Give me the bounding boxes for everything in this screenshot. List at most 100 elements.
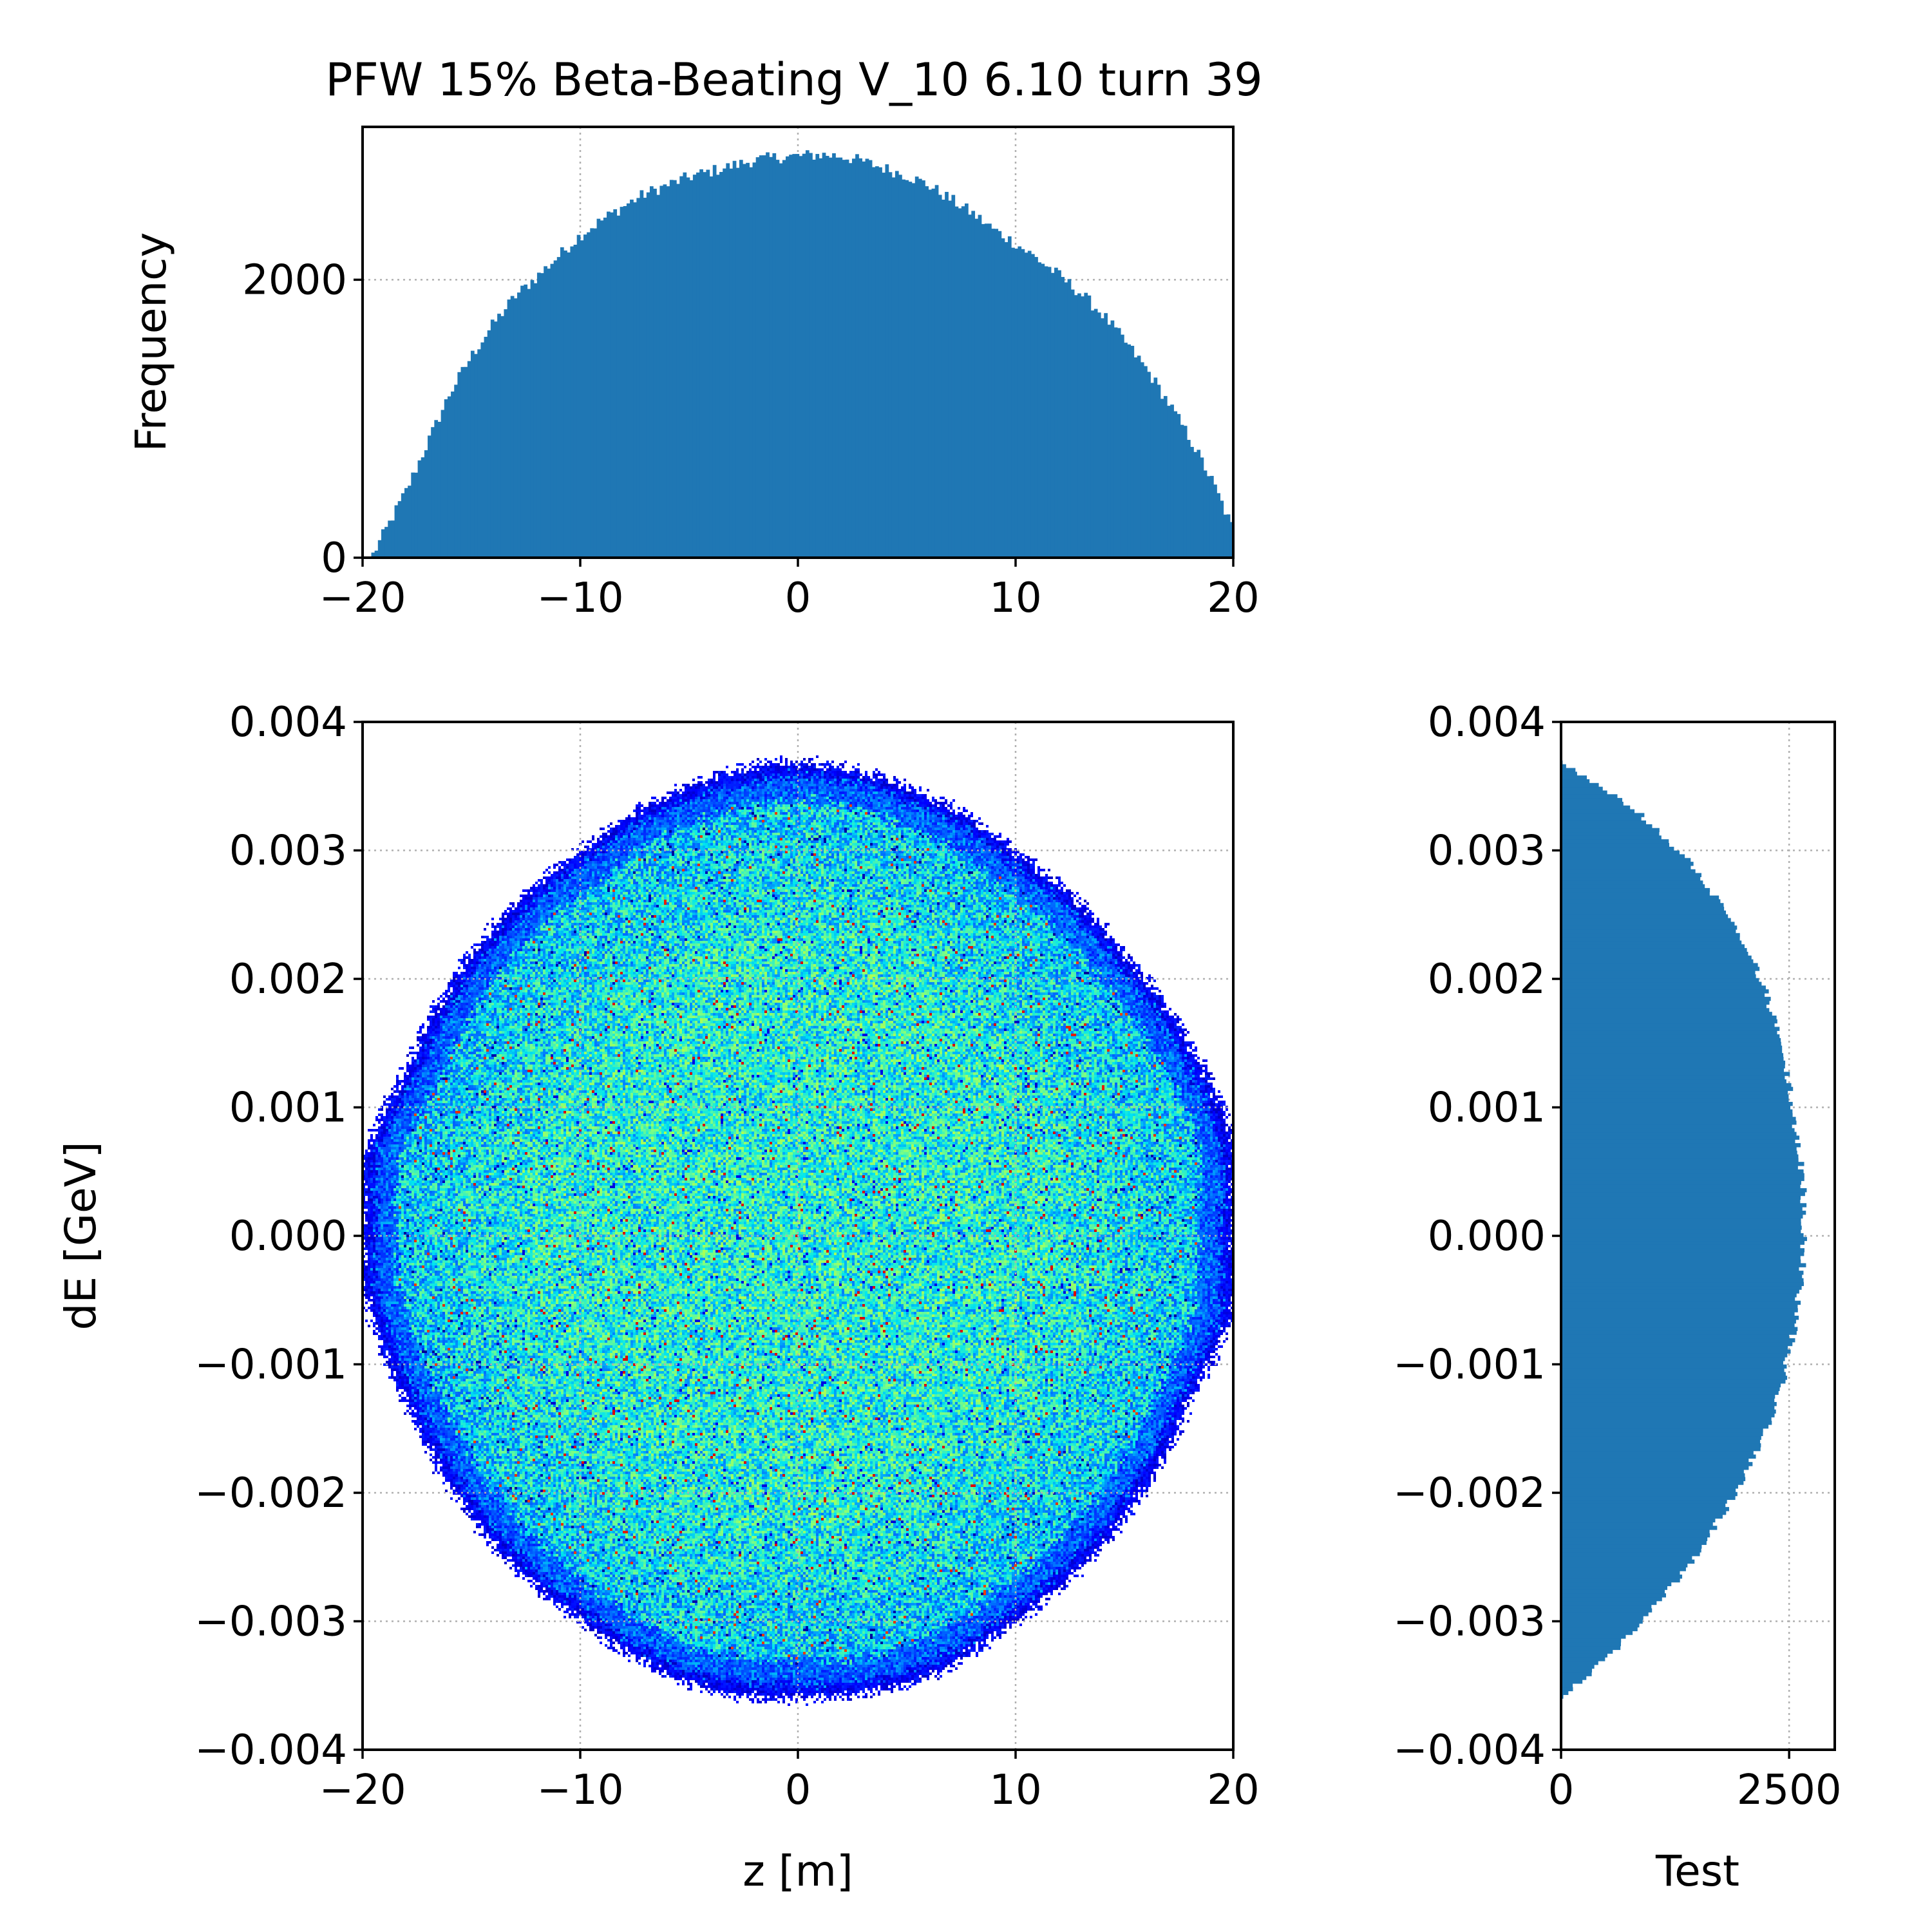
top-histogram-bar (404, 488, 408, 558)
right-histogram-bar (1561, 1334, 1790, 1339)
top-histogram-bar (639, 190, 644, 558)
top-histogram-bar (493, 321, 498, 558)
top-x-tick-label-1: −10 (536, 574, 623, 622)
top-histogram-bar (958, 208, 962, 558)
top-histogram-bar (593, 228, 598, 558)
top-histogram-bar (805, 150, 810, 558)
right-histogram-bar (1561, 1101, 1793, 1106)
right-histogram-bar (1561, 843, 1669, 848)
top-histogram-bar (517, 292, 521, 558)
right-histogram-bar (1561, 1000, 1770, 1005)
right-histogram-bar (1561, 1244, 1801, 1249)
right-histogram-bar (1561, 1057, 1784, 1061)
right-histogram-bar (1561, 1469, 1744, 1474)
top-histogram-bar (1193, 451, 1197, 558)
right-histogram-bar (1561, 959, 1754, 964)
right-histogram-bar (1561, 1596, 1662, 1602)
top-histogram-bar (613, 209, 618, 558)
right-histogram-bar (1561, 895, 1719, 900)
right-histogram-bar (1561, 1484, 1738, 1489)
right-histogram-bar (1561, 974, 1756, 979)
right-histogram-bar (1561, 1586, 1668, 1590)
top-histogram-bar (536, 272, 541, 558)
right-histogram-bar (1561, 1492, 1738, 1497)
right-histogram-bar (1561, 1383, 1781, 1388)
right-histogram-bar (1561, 1034, 1780, 1039)
top-histogram-bar (1137, 355, 1141, 558)
right-histogram-bar (1561, 813, 1645, 817)
top-histogram-bar (414, 472, 419, 558)
top-histogram-bar (746, 162, 750, 558)
right-histogram-bar (1561, 922, 1735, 926)
right-histogram-bar (1561, 1327, 1798, 1331)
right-histogram-bar (1561, 1680, 1583, 1684)
right-histogram-bar (1561, 1345, 1788, 1350)
main-y-tick-label-0: −0.004 (194, 1727, 347, 1774)
top-histogram-bar (1160, 399, 1164, 558)
top-histogram-bar (474, 354, 478, 558)
right-histogram-bar (1561, 1128, 1795, 1133)
top-histogram-bar (1144, 366, 1148, 558)
right-histogram-bar (1561, 1544, 1702, 1549)
top-histogram-bar (1130, 345, 1135, 558)
right-histogram-bar (1561, 1619, 1643, 1624)
right-histogram-bar (1561, 1443, 1761, 1448)
top-histogram-bar (945, 191, 949, 558)
top-histogram-bar (553, 260, 558, 558)
top-histogram-bar (1127, 344, 1132, 558)
top-histogram-bar (1117, 328, 1121, 558)
top-histogram-bar (703, 172, 707, 558)
top-histogram-bar (633, 202, 637, 558)
top-histogram-bar (743, 164, 746, 558)
top-histogram-bar (759, 155, 763, 558)
top-histogram-bar (527, 289, 531, 558)
top-histogram-bar (1011, 247, 1015, 558)
top-histogram-bar (1050, 272, 1055, 558)
main-y-tick-label-6: 0.002 (229, 956, 347, 1003)
top-histogram-bar (583, 234, 587, 558)
top-histogram-bar (659, 185, 664, 558)
right-histogram-bar (1561, 951, 1748, 956)
right-histogram-bar (1561, 1098, 1789, 1103)
right-histogram-bar (1561, 1015, 1777, 1020)
top-histogram-bar (974, 218, 979, 558)
top-histogram-bar (782, 160, 786, 558)
right-histogram-bar (1561, 1132, 1797, 1136)
top-histogram-bar (981, 223, 985, 558)
right-histogram-bar (1561, 858, 1691, 862)
right-histogram-bar (1561, 948, 1747, 952)
right-histogram-bar (1561, 1645, 1621, 1651)
right-histogram-bar (1561, 1019, 1777, 1024)
top-histogram-bar (1007, 236, 1012, 558)
top-histogram-bar (1140, 362, 1144, 558)
top-histogram-bar (898, 175, 902, 558)
top-histogram-bar (925, 186, 929, 558)
right-histogram-bar (1561, 876, 1701, 881)
top-histogram-bar (484, 336, 488, 558)
right-histogram-bar (1561, 1154, 1799, 1159)
top-histogram-bar (809, 153, 813, 558)
chart-title: PFW 15% Beta-Beating V_10 6.10 turn 39 (325, 53, 1262, 106)
right-histogram-bar (1561, 918, 1731, 922)
right-histogram-bar (1561, 1072, 1790, 1076)
right-histogram-bar (1561, 1158, 1799, 1162)
top-histogram-bar (580, 240, 584, 558)
right-histogram-bar (1561, 1458, 1749, 1463)
top-histogram-bar (1217, 493, 1221, 558)
top-histogram-bar (1206, 476, 1211, 558)
top-histogram-bar (914, 176, 919, 558)
top-histogram-bar (1226, 514, 1231, 558)
top-histogram-bar (828, 157, 833, 558)
top-histogram-bar (1120, 334, 1124, 558)
right-histogram-bar (1561, 1079, 1786, 1084)
top-histogram-ticks: −20 −10 0 10 20 0 2000 (242, 256, 1260, 622)
right-histogram-bar (1561, 936, 1740, 942)
right-histogram-bar (1561, 1600, 1657, 1605)
right-histogram-bar (1561, 1548, 1701, 1553)
right-histogram-bar (1561, 1649, 1613, 1654)
right-histogram-bar (1561, 1364, 1787, 1369)
top-histogram-bar (882, 173, 886, 558)
right-histogram-bar (1561, 1121, 1797, 1125)
main-x-tick-label-3: 10 (989, 1766, 1041, 1814)
top-histogram-bar (381, 529, 385, 558)
